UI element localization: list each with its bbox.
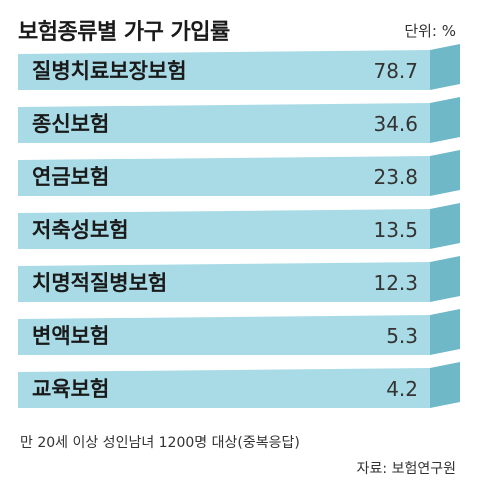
value-label: 5.3 xyxy=(386,324,418,348)
category-label: 질병치료보장보험 xyxy=(32,59,187,83)
bar xyxy=(18,50,430,90)
bar-row: 치명적질병보험 12.3 xyxy=(18,256,460,302)
value-label: 23.8 xyxy=(373,165,418,189)
bar-row: 저축성보험 13.5 xyxy=(18,203,460,249)
bar-row: 종신보험 34.6 xyxy=(18,97,460,143)
bar xyxy=(18,315,430,355)
category-label: 치명적질병보험 xyxy=(32,271,167,295)
bar xyxy=(18,103,430,143)
bar xyxy=(18,368,430,408)
value-label: 4.2 xyxy=(386,377,418,401)
category-label: 연금보험 xyxy=(32,165,109,189)
bar-fold xyxy=(430,150,460,196)
category-label: 교육보험 xyxy=(32,377,109,401)
bar xyxy=(18,262,430,302)
bar-fold xyxy=(430,203,460,249)
category-label: 저축성보험 xyxy=(32,218,129,242)
bar xyxy=(18,209,430,249)
bar-row: 교육보험 4.2 xyxy=(18,362,460,408)
category-label: 변액보험 xyxy=(32,324,109,348)
bar-fold xyxy=(430,362,460,408)
unit-label: 단위: % xyxy=(404,22,456,40)
bar-fold xyxy=(430,309,460,355)
value-label: 78.7 xyxy=(373,59,418,83)
bars-layer: 질병치료보장보험 78.7 종신보험 34.6 연금보험 23.8 저축성보험 13.5 치명적… xyxy=(18,44,460,408)
value-label: 12.3 xyxy=(373,271,418,295)
value-label: 13.5 xyxy=(373,218,418,242)
footnote: 만 20세 이상 성인남녀 1200명 대상(중복응답) xyxy=(20,435,300,451)
bar-row: 질병치료보장보험 78.7 xyxy=(18,44,460,90)
source-credit: 자료: 보험연구원 xyxy=(356,461,456,477)
bar-fold xyxy=(430,97,460,143)
bar-row: 연금보험 23.8 xyxy=(18,150,460,196)
chart-title: 보험종류별 가구 가입률 xyxy=(18,20,230,45)
category-label: 종신보험 xyxy=(32,112,109,136)
bar-fold xyxy=(430,44,460,90)
bar-row: 변액보험 5.3 xyxy=(18,309,460,355)
bar xyxy=(18,156,430,196)
value-label: 34.6 xyxy=(373,112,418,136)
bar-fold xyxy=(430,256,460,302)
